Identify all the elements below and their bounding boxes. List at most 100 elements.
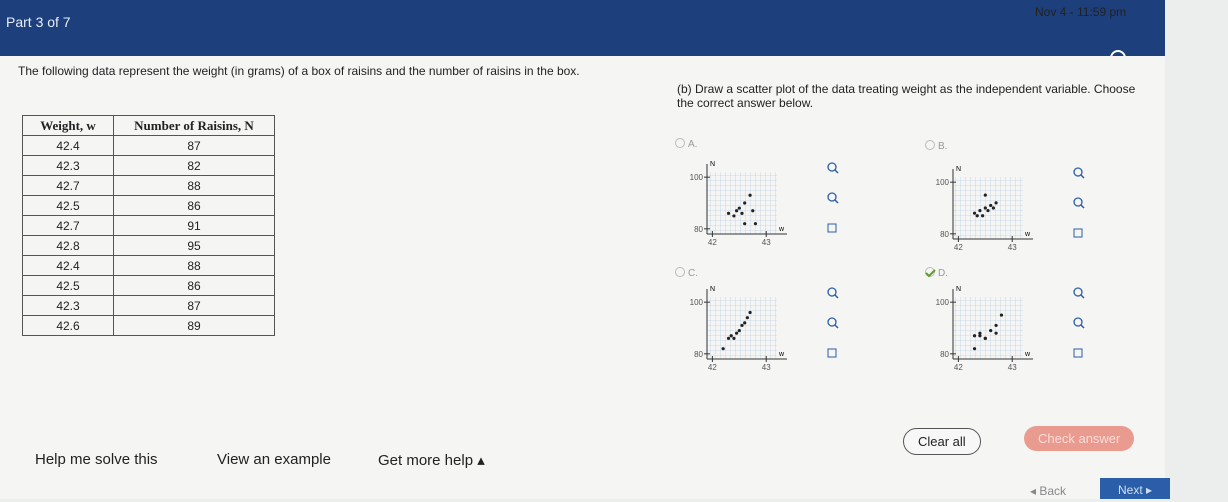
data-point (729, 334, 733, 338)
zoom-icon[interactable] (1073, 167, 1083, 177)
zoom-icon[interactable] (827, 162, 837, 172)
header-cell: Weight, w (22, 115, 114, 136)
radio-button[interactable] (675, 267, 685, 277)
y-axis-label: N (710, 161, 715, 168)
data-point (981, 214, 985, 218)
y-tick-label: 80 (694, 350, 703, 359)
zoom-icon-handle (834, 199, 839, 204)
data-point (751, 209, 755, 213)
table-cell: 86 (113, 195, 275, 216)
data-point (986, 208, 990, 213)
help-link[interactable]: Help me solve this (35, 451, 158, 468)
x-tick-label: 43 (1008, 243, 1017, 252)
table-cell: 42.7 (22, 215, 114, 236)
table-row: 42.7 88 (22, 175, 275, 196)
table-cell: 42.7 (22, 175, 114, 196)
data-point (748, 310, 752, 315)
zoom-icon[interactable] (1073, 317, 1083, 327)
table-row: 42.4 87 (22, 135, 275, 156)
option-label: B. (938, 141, 947, 152)
table-cell: 42.5 (22, 275, 114, 296)
y-tick-label: 100 (690, 298, 704, 307)
data-point (999, 313, 1004, 317)
x-tick-label: 42 (708, 238, 717, 247)
x-tick-label: 43 (762, 238, 771, 247)
table-cell: 42.5 (22, 195, 114, 216)
data-point (994, 323, 998, 328)
zoom-icon[interactable] (827, 317, 837, 327)
data-point (732, 214, 736, 218)
data-point (743, 321, 747, 325)
table-cell: 42.4 (22, 135, 114, 156)
table-row: 42.3 82 (22, 155, 275, 176)
table-cell: 88 (113, 255, 275, 276)
x-tick-label: 43 (762, 363, 771, 372)
zoom-icon-handle (834, 294, 839, 299)
table-cell: 82 (113, 155, 275, 176)
example-link[interactable]: View an example (217, 451, 331, 468)
data-point (726, 336, 731, 340)
zoom-icon[interactable] (1073, 197, 1083, 207)
data-point (989, 203, 993, 208)
option-label: D. (938, 268, 948, 279)
data-point (721, 347, 725, 351)
header-bar (0, 0, 1165, 56)
expand-icon[interactable] (827, 348, 837, 358)
table-row: 42.6 89 (22, 315, 275, 336)
data-point (978, 331, 982, 335)
zoom-icon-handle (834, 324, 839, 329)
x-axis-label: w (778, 351, 785, 358)
plot-area (707, 297, 777, 359)
expand-icon[interactable] (827, 223, 837, 233)
table-row: 42.7 91 (22, 215, 275, 236)
table-row: 42.5 86 (22, 275, 275, 296)
table-body: 42.4 87 42.3 82 42.7 88 42.5 86 42.7 91 42.8 95 42.4… (22, 135, 275, 336)
part-b-prompt: (b) Draw a scatter plot of the data trea… (677, 82, 1136, 110)
radio-button[interactable] (925, 267, 935, 277)
table-cell: 95 (113, 235, 275, 256)
table-cell: 89 (113, 315, 275, 336)
expand-icon[interactable] (1073, 348, 1083, 358)
zoom-icon[interactable] (1073, 287, 1083, 297)
table-cell: 42.4 (22, 255, 114, 276)
zoom-icon[interactable] (827, 192, 837, 202)
data-point (748, 193, 752, 197)
y-tick-label: 100 (690, 173, 704, 182)
y-tick-label: 80 (940, 230, 949, 239)
y-tick-label: 100 (936, 178, 950, 187)
data-point (753, 222, 758, 226)
radio-button[interactable] (675, 138, 685, 148)
table-row: 42.5 86 (22, 195, 275, 216)
table-row: 42.8 95 (22, 235, 275, 256)
data-point (994, 201, 998, 205)
more-help-link[interactable]: Get more help ▴ (378, 452, 485, 469)
check-answer-button[interactable]: Check answer (1024, 426, 1135, 451)
table-row: 42.3 87 (22, 295, 275, 316)
x-axis-label: w (1024, 231, 1031, 238)
data-point (743, 222, 747, 226)
next-button[interactable]: Next ▸ (1100, 478, 1170, 499)
y-axis-label: N (956, 286, 961, 293)
data-point (740, 323, 744, 328)
data-point (991, 206, 995, 210)
zoom-icon[interactable] (827, 287, 837, 297)
zoom-icon-handle (1080, 294, 1085, 299)
radio-button[interactable] (925, 140, 935, 150)
data-point (743, 201, 747, 205)
part-indicator: Part 3 of 7 (6, 14, 71, 30)
back-button[interactable]: ◂ Back (1030, 484, 1067, 498)
data-point (978, 208, 982, 213)
table-row: 42.4 88 (22, 255, 275, 276)
expand-icon[interactable] (1073, 228, 1083, 238)
data-point (978, 334, 982, 338)
data-point (972, 211, 977, 215)
x-axis-label: w (778, 226, 785, 233)
table-header: Weight, w Number of Raisins, N (22, 115, 275, 136)
data-point (735, 331, 739, 335)
x-tick-label: 42 (954, 363, 963, 372)
data-point (972, 334, 977, 338)
clear-all-button[interactable]: Clear all (903, 428, 981, 455)
y-tick-label: 100 (936, 298, 950, 307)
plot-area (707, 172, 777, 234)
table-cell: 88 (113, 175, 275, 196)
